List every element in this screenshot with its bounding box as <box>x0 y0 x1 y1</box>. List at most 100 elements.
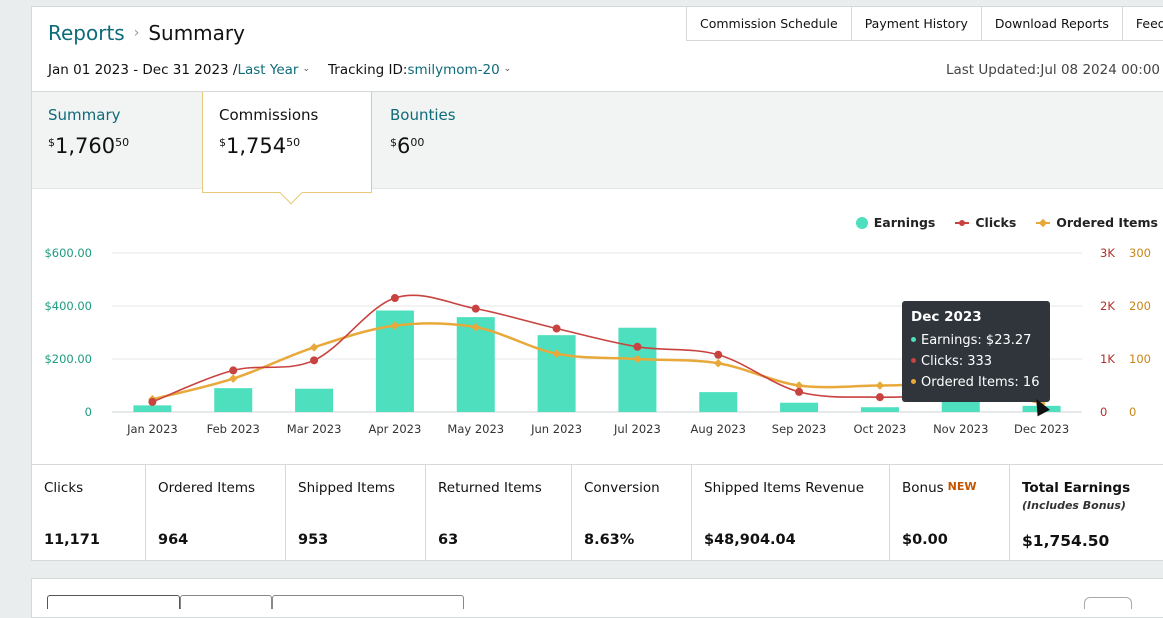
x-tick-label: Mar 2023 <box>287 422 342 436</box>
tracking-id-dropdown[interactable]: smilymom-20 <box>407 62 500 78</box>
ordered-items-point <box>552 349 561 358</box>
metric-label: Total Earnings <box>1022 480 1131 496</box>
chart-tooltip: Dec 2023 Earnings: $23.27 Clicks: 333 Or… <box>902 301 1050 402</box>
earnings-bar <box>214 388 253 412</box>
bounties-amount: $ 6 00 <box>390 134 528 158</box>
tab-feedback[interactable]: Feedback <box>1121 7 1163 41</box>
metric-value: 11,171 <box>44 532 100 548</box>
report-table-tab[interactable] <box>47 595 180 609</box>
x-tick-label: Sep 2023 <box>772 422 827 436</box>
clicks-point <box>795 387 804 396</box>
tooltip-clicks: Clicks: 333 <box>921 354 993 369</box>
ordered-items-point <box>714 358 723 368</box>
y-right-clicks-tick-label: 3K <box>1100 246 1115 260</box>
x-tick-label: Jan 2023 <box>126 422 178 436</box>
metric-label: Clicks <box>44 480 84 496</box>
tooltip-earnings-row: Earnings: $23.27 <box>911 330 1041 351</box>
summary-tab-summary[interactable]: Summary $ 1,760 50 <box>32 92 202 192</box>
summary-tab-label: Bounties <box>390 106 456 124</box>
y-left-tick-label: $400.00 <box>44 299 92 313</box>
last-updated: Last Updated:Jul 08 2024 00:00 <box>945 62 1160 78</box>
earnings-bar <box>941 401 980 412</box>
report-table-tab[interactable] <box>180 595 272 609</box>
clicks-point <box>390 294 399 303</box>
x-tick-label: Apr 2023 <box>369 422 422 436</box>
metric-bonus: Bonus NEW $0.00 <box>890 465 1010 561</box>
metric-label: Bonus NEW <box>902 480 997 496</box>
metric-label: Ordered Items <box>158 480 255 496</box>
legend-label: Clicks <box>975 215 1017 230</box>
earnings-bar <box>618 327 657 412</box>
tab-commission-schedule[interactable]: Commission Schedule <box>686 7 852 41</box>
y-right-items-tick-label: 100 <box>1129 352 1151 366</box>
commissions-amount: $ 1,754 50 <box>219 134 355 158</box>
x-tick-label: Nov 2023 <box>933 422 988 436</box>
ordered-items-point <box>794 381 804 390</box>
metric-value: $48,904.04 <box>704 532 796 548</box>
period-dropdown[interactable]: Last Year <box>237 62 299 78</box>
clicks-point <box>552 324 561 333</box>
filter-bar: Jan 01 2023 - Dec 31 2023 / Last Year ⌄ … <box>48 62 511 78</box>
y-right-items-tick-label: 300 <box>1129 246 1151 260</box>
currency-symbol: $ <box>48 136 55 149</box>
clicks-point <box>633 342 642 351</box>
chart-legend: Earnings Clicks Ordered Items <box>855 215 1158 230</box>
legend-ordered-items[interactable]: Ordered Items <box>1036 215 1158 230</box>
clicks-point <box>148 397 157 406</box>
amount-cents: 50 <box>286 136 301 149</box>
earnings-bar <box>780 402 819 412</box>
x-tick-label: Aug 2023 <box>691 422 746 436</box>
ordered-items-point <box>229 374 238 383</box>
y-right-clicks-tick-label: 0 <box>1100 405 1107 419</box>
report-table-button[interactable] <box>1084 597 1132 609</box>
y-right-clicks-tick-label: 1K <box>1100 352 1115 366</box>
tooltip-ordered-row: Ordered Items: 16 <box>911 372 1041 393</box>
metric-value: $1,754.50 <box>1022 532 1110 550</box>
metric-returned-items: Returned Items 63 <box>426 465 572 561</box>
metric-value: 63 <box>438 532 459 548</box>
tab-payment-history[interactable]: Payment History <box>850 7 982 41</box>
metric-ordered-items: Ordered Items 964 <box>146 465 286 561</box>
date-range-text: Jan 01 2023 - Dec 31 2023 / <box>48 62 238 78</box>
legend-earnings[interactable]: Earnings <box>855 215 936 230</box>
ordered-items-line <box>152 322 1042 405</box>
top-tabs: Commission Schedule Payment History Down… <box>686 7 1163 41</box>
chevron-down-icon[interactable]: ⌄ <box>302 64 311 74</box>
report-table-tab[interactable] <box>272 595 464 609</box>
y-left-tick-label: $600.00 <box>44 246 92 260</box>
earnings-bar <box>537 335 576 412</box>
earnings-bar <box>699 392 738 412</box>
metric-label: Returned Items <box>438 480 542 496</box>
tooltip-earnings: Earnings: $23.27 <box>921 333 1032 348</box>
tab-download-reports[interactable]: Download Reports <box>980 7 1123 41</box>
earnings-bar <box>133 405 172 412</box>
breadcrumb-reports-link[interactable]: Reports <box>48 21 125 45</box>
metric-value: 953 <box>298 532 329 548</box>
legend-clicks[interactable]: Clicks <box>955 215 1016 230</box>
ordered-items-point <box>875 381 885 390</box>
legend-label: Earnings <box>873 215 936 230</box>
metric-shipped-items: Shipped Items 953 <box>286 465 426 561</box>
tracking-id-label: Tracking ID: <box>328 62 408 78</box>
ordered-items-point <box>471 322 480 332</box>
chevron-down-icon[interactable]: ⌄ <box>503 64 512 74</box>
earnings-bar <box>295 388 334 412</box>
y-left-tick-label: $200.00 <box>44 352 92 366</box>
legend-label: Ordered Items <box>1056 215 1158 230</box>
clicks-point <box>875 393 884 402</box>
x-tick-label: Jun 2023 <box>530 422 582 436</box>
summary-tab-commissions[interactable]: Commissions $ 1,754 50 <box>202 92 372 205</box>
new-badge: NEW <box>947 480 977 493</box>
x-tick-label: May 2023 <box>447 422 504 436</box>
clicks-point <box>471 304 480 313</box>
metric-label: Conversion <box>584 480 660 496</box>
metric-shipped-revenue: Shipped Items Revenue $48,904.04 <box>692 465 890 561</box>
summary-tab-label: Summary <box>48 106 121 124</box>
amount-whole: 1,754 <box>226 134 287 158</box>
ordered-items-point <box>309 343 319 352</box>
earnings-bar <box>456 317 495 412</box>
summary-tab-bounties[interactable]: Bounties $ 6 00 <box>374 92 544 192</box>
breadcrumb: Reports › Summary <box>48 21 245 45</box>
y-right-items-tick-label: 200 <box>1129 299 1151 313</box>
metric-total-earnings: Total Earnings (Includes Bonus) $1,754.5… <box>1010 465 1163 561</box>
